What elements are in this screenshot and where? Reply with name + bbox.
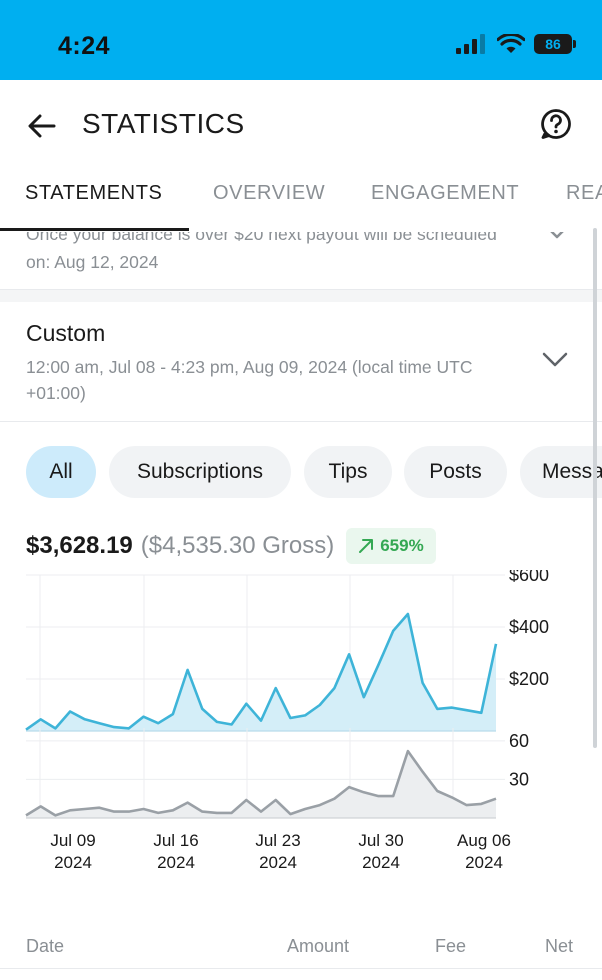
payout-note-text: Once your balance is over $20 next payou… [26, 232, 497, 272]
arrow-left-icon[interactable] [26, 110, 58, 142]
count-y-tick-label: 60 [509, 731, 529, 751]
filter-chip-label: Posts [429, 460, 482, 483]
battery-icon: 86 [534, 34, 576, 54]
column-header-net[interactable]: Net [545, 936, 574, 956]
help-circle-icon[interactable] [540, 108, 572, 140]
filter-chip-label: Messa [542, 460, 602, 483]
chevron-down-icon[interactable] [546, 232, 568, 240]
date-range-title: Custom [26, 320, 106, 346]
payout-note[interactable]: Once your balance is over $20 next payou… [0, 232, 602, 290]
earnings-y-tick-label: $200 [509, 669, 549, 689]
earnings-y-tick-label: $600 [509, 570, 549, 585]
x-axis-year-label: 2024 [362, 853, 400, 872]
earnings-chart-svg: $600 $400 $200 60 30 Jul 09 2024 Jul 16 2024 Jul … [25, 565, 549, 872]
earnings-chart: $600 $400 $200 60 30 Jul 09 2024 Jul 16 2024 Jul … [0, 565, 602, 880]
gross-amount: ($4,535.30 Gross) [140, 532, 335, 559]
x-axis-date-label: Jul 30 [358, 831, 403, 850]
tab-engagement[interactable]: ENGAGEMENT [371, 182, 520, 204]
filter-chip-label: Tips [328, 460, 368, 483]
page-title: STATISTICS [82, 108, 245, 139]
trend-up-arrow-icon [359, 539, 374, 553]
x-axis-date-label: Jul 09 [50, 831, 95, 850]
tab-overview[interactable]: OVERVIEW [213, 182, 326, 204]
status-icons: 86 [456, 34, 576, 54]
net-amount: $3,628.19 [26, 532, 133, 559]
x-axis-year-label: 2024 [465, 853, 503, 872]
earnings-y-tick-label: $400 [509, 617, 549, 637]
filter-chip-tips[interactable]: Tips [304, 446, 392, 498]
statistics-tabs: STATEMENTS OVERVIEW ENGAGEMENT REA [0, 170, 602, 232]
growth-badge: 659% [346, 528, 436, 564]
chevron-down-icon[interactable] [542, 352, 568, 368]
filter-chip-subscriptions[interactable]: Subscriptions [109, 446, 291, 498]
count-line [25, 749, 497, 817]
filter-chip-label: All [49, 460, 73, 483]
cellular-signal-icon [456, 34, 485, 54]
wifi-icon [497, 34, 525, 53]
x-axis-date-label: Jul 23 [255, 831, 300, 850]
table-divider [0, 968, 602, 969]
earnings-line [25, 612, 498, 731]
section-divider [0, 290, 602, 302]
count-area [26, 751, 496, 818]
statements-table-header: Date Amount Fee Net [0, 930, 602, 964]
x-axis-year-label: 2024 [157, 853, 195, 872]
status-time: 4:24 [58, 32, 111, 60]
column-header-amount[interactable]: Amount [287, 936, 350, 956]
x-axis-date-label: Aug 06 [457, 831, 511, 850]
earnings-totals: $3,628.19 ($4,535.30 Gross) 659% [26, 526, 436, 566]
active-tab-indicator [0, 228, 189, 231]
growth-percent: 659% [380, 536, 424, 555]
filter-chip-all[interactable]: All [26, 446, 96, 498]
tab-reach[interactable]: REA [566, 182, 602, 204]
battery-level: 86 [545, 36, 561, 52]
x-axis-date-label: Jul 16 [153, 831, 198, 850]
date-range-selector[interactable]: Custom 12:00 am, Jul 08 - 4:23 pm, Aug 0… [0, 302, 602, 422]
filter-chips: All Subscriptions Tips Posts Messa [0, 446, 602, 500]
status-bar: 4:24 86 [0, 0, 602, 80]
count-y-tick-label: 30 [509, 769, 529, 789]
filter-chip-posts[interactable]: Posts [404, 446, 507, 498]
date-range-description: 12:00 am, Jul 08 - 4:23 pm, Aug 09, 2024… [26, 357, 473, 403]
x-axis-year-label: 2024 [54, 853, 92, 872]
tab-statements[interactable]: STATEMENTS [25, 182, 163, 204]
filter-chip-label: Subscriptions [136, 460, 264, 483]
column-header-date[interactable]: Date [26, 936, 65, 956]
column-header-fee[interactable]: Fee [435, 936, 467, 956]
filter-chip-messages[interactable]: Messa [520, 446, 602, 498]
x-axis-year-label: 2024 [259, 853, 297, 872]
scrollbar[interactable] [593, 228, 597, 748]
app-header: STATISTICS [0, 80, 602, 170]
earnings-area [26, 614, 496, 731]
